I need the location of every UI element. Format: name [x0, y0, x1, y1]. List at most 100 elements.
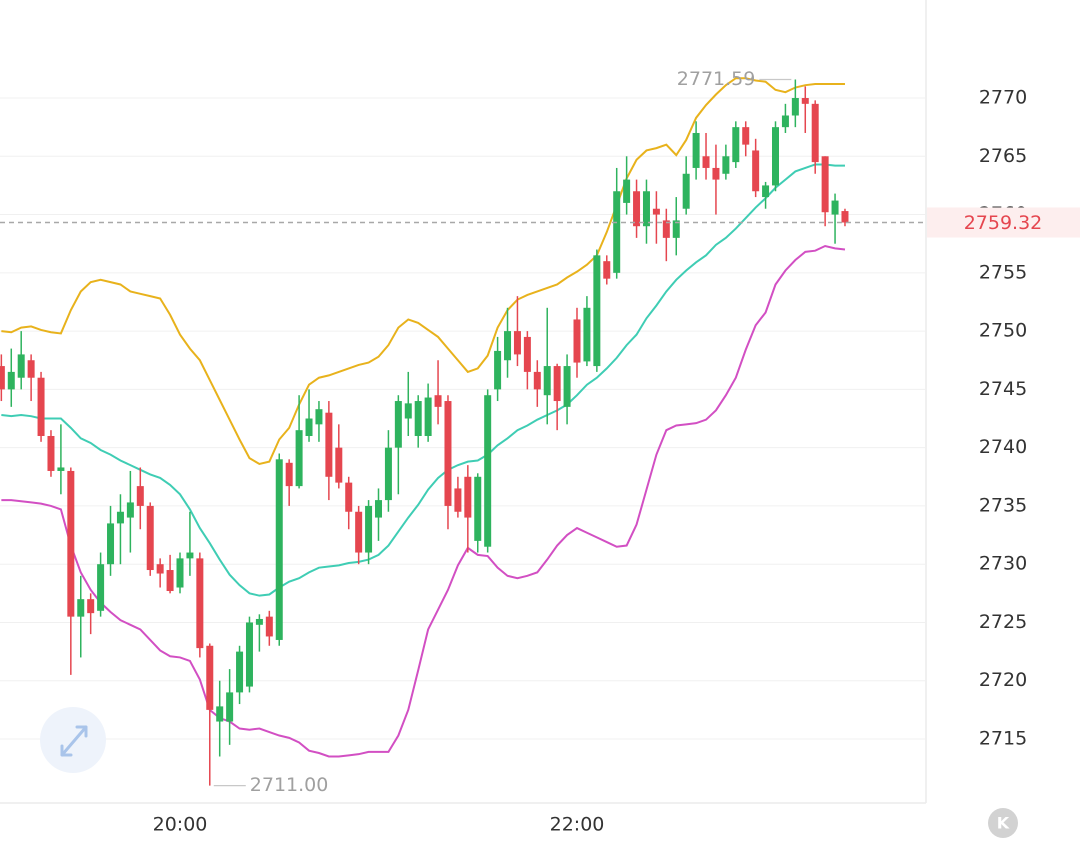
candle-body [474, 476, 482, 541]
candle-body [77, 599, 85, 617]
candle-body [355, 511, 363, 553]
candle-body [0, 366, 5, 390]
y-tick-label: 2765 [979, 145, 1027, 167]
candle-body [335, 447, 343, 483]
candle-body [216, 706, 224, 722]
candle-body [722, 156, 730, 174]
candle-body [136, 486, 144, 506]
candle-body [642, 191, 650, 227]
candle-body [742, 127, 750, 145]
candle-body [97, 564, 105, 611]
candle-body [126, 502, 134, 518]
candle-body [831, 200, 839, 215]
corner-button-text: K [997, 814, 1010, 833]
candle-body [186, 552, 194, 559]
candle-body [236, 651, 244, 693]
candle-body [116, 511, 124, 524]
candle-body [484, 395, 492, 547]
y-tick-label: 2730 [979, 553, 1027, 575]
expand-icon [60, 725, 88, 757]
candle-body [255, 618, 263, 625]
candle-body [752, 150, 760, 192]
candle-body [583, 307, 591, 362]
band-line [1, 77, 845, 466]
candles [0, 79, 849, 786]
candle-body [593, 255, 601, 367]
last-price-bg [927, 207, 1080, 238]
candle-body [107, 523, 115, 565]
candle-body [196, 558, 204, 649]
candle-body [504, 331, 512, 361]
candle-body [345, 482, 353, 512]
candle-body [464, 476, 472, 518]
corner-button[interactable]: K [988, 808, 1018, 838]
low-label: 2711.00 [250, 774, 329, 796]
candle-body [762, 185, 770, 198]
candle-body [811, 103, 819, 163]
candle-body [375, 500, 382, 518]
high-label: 2771.59 [677, 68, 756, 90]
candle-body [156, 564, 164, 574]
candle-body [17, 354, 25, 378]
candle-body [652, 208, 660, 215]
candle-body [841, 211, 849, 223]
expand-button[interactable] [40, 707, 106, 773]
candle-body [781, 115, 789, 128]
candle-body [454, 488, 462, 512]
band-line [1, 244, 846, 758]
band-line [1, 163, 845, 597]
indicator-lines [1, 77, 846, 758]
candle-body [404, 403, 412, 419]
candle-body [37, 377, 45, 436]
candle-body [801, 98, 809, 104]
candle-body [87, 599, 95, 614]
candle-body [146, 505, 154, 571]
candle-body [226, 692, 234, 722]
candle-body [305, 418, 313, 436]
y-tick-label: 2720 [979, 669, 1027, 691]
candle-body [613, 191, 621, 273]
candle-body [27, 360, 35, 378]
candle-body [603, 261, 611, 279]
candle-body [712, 167, 720, 180]
y-tick-label: 2725 [979, 611, 1027, 633]
y-tick-label: 2715 [979, 728, 1027, 750]
candle-body [166, 570, 174, 592]
candle-body [57, 467, 65, 471]
candle-body [692, 132, 700, 168]
candle-body [623, 179, 631, 203]
y-tick-label: 2740 [979, 436, 1027, 458]
y-tick-label: 2750 [979, 320, 1027, 342]
candle-body [573, 319, 581, 363]
candle-body [523, 336, 531, 372]
candle-body [424, 397, 432, 436]
candle-body [772, 127, 779, 186]
candle-body [633, 191, 641, 227]
candle-body [563, 366, 571, 407]
x-tick-label: 22:00 [550, 814, 605, 836]
candle-body [662, 220, 670, 238]
candle-body [533, 371, 541, 390]
candle-body [325, 412, 333, 477]
candle-body [206, 645, 214, 710]
candle-body [394, 401, 402, 448]
y-tick-label: 2755 [979, 261, 1027, 283]
candle-body [176, 558, 184, 588]
candle-body [245, 622, 253, 687]
grid [0, 97, 925, 740]
candle-body [702, 156, 710, 168]
candle-body [434, 395, 442, 407]
candle-body [67, 470, 75, 617]
y-tick-label: 2770 [979, 87, 1027, 109]
candle-body [553, 366, 561, 402]
x-tick-label: 20:00 [153, 814, 208, 836]
y-tick-label: 2735 [979, 494, 1027, 516]
last-price-label: 2759.32 [964, 212, 1043, 234]
candle-body [285, 462, 293, 487]
candle-body [7, 371, 15, 390]
candle-body [47, 435, 55, 471]
candle-body [672, 220, 680, 238]
candle-body [365, 505, 373, 553]
candle-body [384, 447, 392, 501]
candle-body [414, 401, 422, 436]
